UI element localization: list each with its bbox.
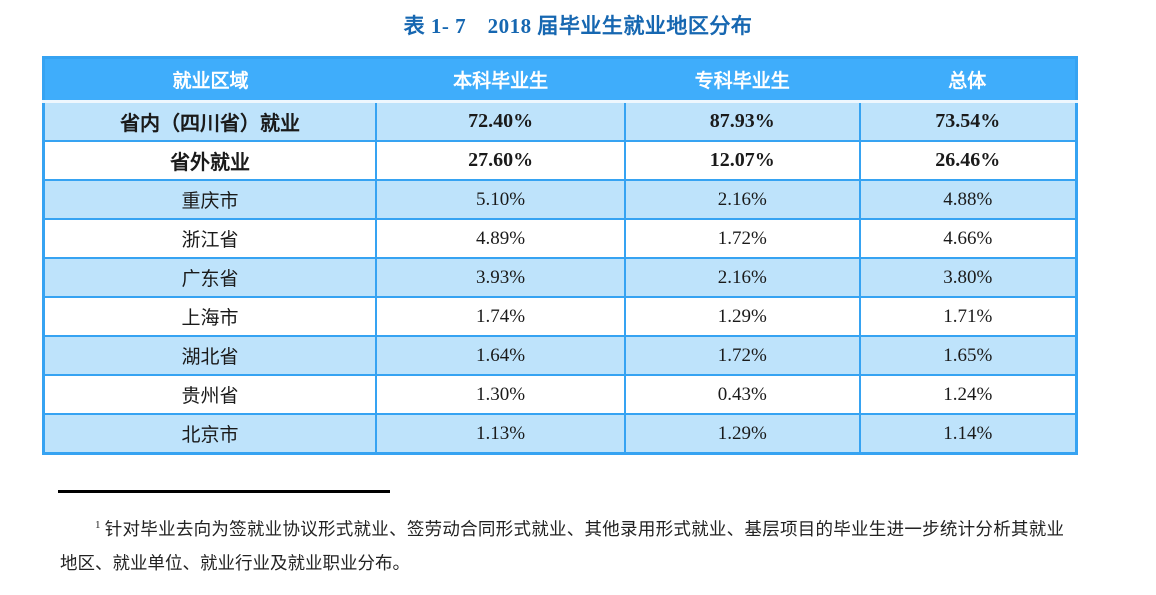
header-region: 就业区域 [42,56,377,103]
region-cell: 广东省 [42,257,378,298]
table-body: 省内（四川省）就业 72.40% 87.93% 73.54% 省外就业 27.60% 12.… [42,100,1078,455]
table-header-row: 就业区域 本科毕业生 专科毕业生 总体 [42,56,1078,103]
table-row: 省外就业 27.60% 12.07% 26.46% [42,140,1078,181]
value-cell: 1.13% [375,413,627,455]
value-cell: 1.71% [858,296,1078,337]
value-cell: 3.80% [858,257,1078,298]
value-cell: 1.64% [375,335,627,376]
value-cell: 1.30% [375,374,627,415]
table-row: 北京市 1.13% 1.29% 1.14% [42,413,1078,455]
value-cell: 1.72% [624,218,861,259]
region-cell: 重庆市 [42,179,378,220]
region-cell: 北京市 [42,413,378,455]
value-cell: 27.60% [375,140,627,181]
header-overall: 总体 [859,56,1078,103]
region-cell: 省外就业 [42,140,378,181]
value-cell: 12.07% [624,140,861,181]
value-cell: 1.29% [624,413,861,455]
value-cell: 1.72% [624,335,861,376]
table-row: 贵州省 1.30% 0.43% 1.24% [42,374,1078,415]
table-row: 省内（四川省）就业 72.40% 87.93% 73.54% [42,100,1078,142]
table-caption: 表 1- 7 2018 届毕业生就业地区分布 [403,14,753,38]
value-cell: 1.74% [375,296,627,337]
value-cell: 4.66% [858,218,1078,259]
value-cell: 0.43% [624,374,861,415]
value-cell: 2.16% [624,257,861,298]
table-row: 广东省 3.93% 2.16% 3.80% [42,257,1078,298]
value-cell: 4.89% [375,218,627,259]
value-cell: 73.54% [858,100,1078,142]
value-cell: 26.46% [858,140,1078,181]
footnote-separator [58,490,390,493]
table-row: 湖北省 1.64% 1.72% 1.65% [42,335,1078,376]
region-cell: 省内（四川省）就业 [42,100,378,142]
value-cell: 1.14% [858,413,1078,455]
header-junior-college: 专科毕业生 [625,56,860,103]
region-cell: 浙江省 [42,218,378,259]
value-cell: 2.16% [624,179,861,220]
header-undergraduate: 本科毕业生 [376,56,626,103]
footnote-text: 针对毕业去向为签就业协议形式就业、签劳动合同形式就业、其他录用形式就业、基层项目… [60,518,1064,573]
table-row: 上海市 1.74% 1.29% 1.71% [42,296,1078,337]
value-cell: 87.93% [624,100,861,142]
value-cell: 72.40% [375,100,627,142]
region-cell: 贵州省 [42,374,378,415]
footnote-marker: 1 [95,519,101,531]
region-cell: 湖北省 [42,335,378,376]
table-row: 浙江省 4.89% 1.72% 4.66% [42,218,1078,259]
value-cell: 1.65% [858,335,1078,376]
value-cell: 4.88% [858,179,1078,220]
value-cell: 5.10% [375,179,627,220]
value-cell: 3.93% [375,257,627,298]
value-cell: 1.29% [624,296,861,337]
region-cell: 上海市 [42,296,378,337]
employment-region-table: 就业区域 本科毕业生 专科毕业生 总体 省内（四川省）就业 72.40% 87.93… [42,56,1078,455]
footnote: 1 针对毕业去向为签就业协议形式就业、签劳动合同形式就业、其他录用形式就业、基层项… [60,508,1064,580]
value-cell: 1.24% [858,374,1078,415]
table-row: 重庆市 5.10% 2.16% 4.88% [42,179,1078,220]
